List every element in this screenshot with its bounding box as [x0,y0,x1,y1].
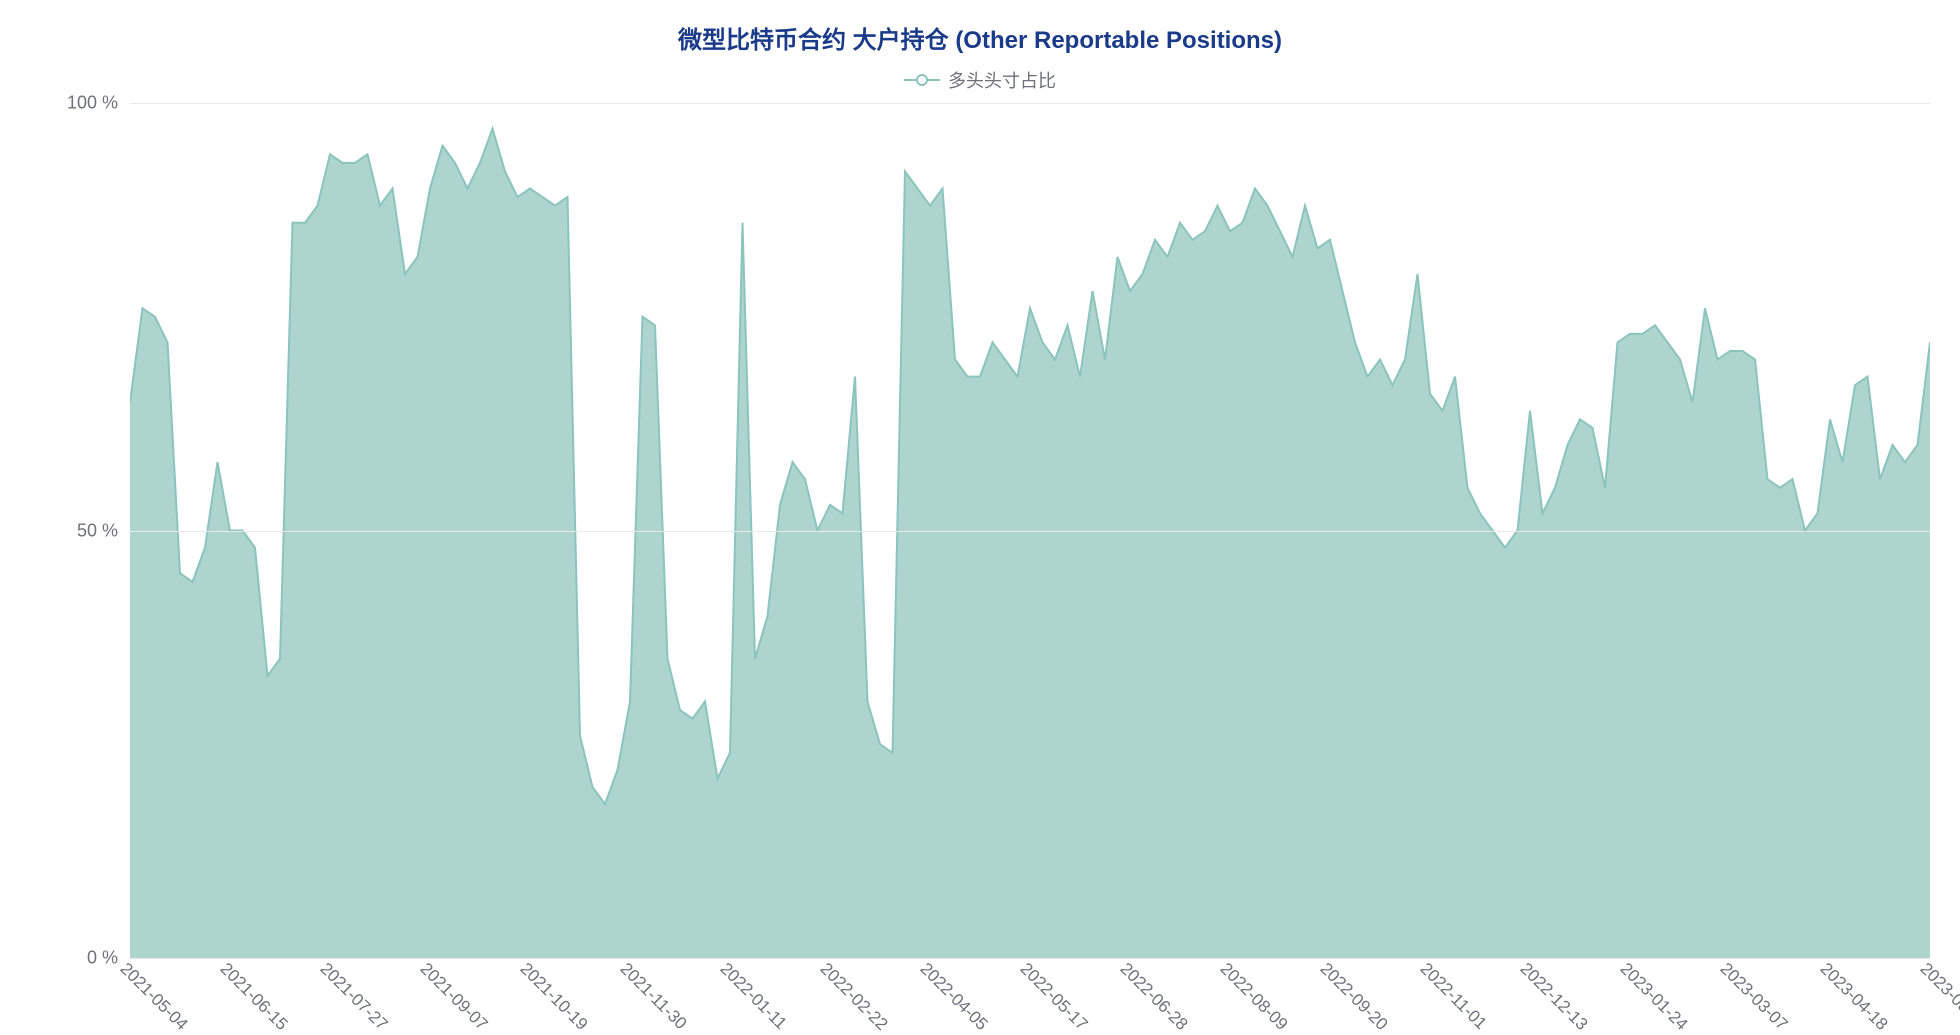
legend-circle-icon [916,74,928,86]
x-tick-label: 2022-12-13 [1516,959,1592,1035]
grid-line [130,531,1930,532]
x-tick-label: 2022-06-28 [1116,959,1192,1035]
legend[interactable]: 多头头寸占比 [30,67,1930,93]
x-tick-label: 2021-05-04 [116,959,192,1035]
grid-line [130,103,1930,104]
chart-title: 微型比特币合约 大户持仓 (Other Reportable Positions… [30,20,1930,55]
x-tick-label: 2022-09-20 [1316,959,1392,1035]
x-tick-label: 2021-11-30 [616,959,691,1034]
x-tick-label: 2023-04-18 [1816,959,1892,1035]
x-tick-label: 2023-03-07 [1716,959,1792,1035]
y-tick-label: 100 % [67,93,118,114]
x-axis: 2021-05-04 2021-06-15 2021-07-27 2021-09-07… [30,955,1930,1035]
x-tick-label: 2022-08-09 [1216,959,1292,1035]
x-tick-label: 2022-04-05 [916,959,992,1035]
legend-label: 多头头寸占比 [948,67,1056,93]
x-tick-label: 2023-01-24 [1616,959,1692,1035]
x-tick-label: 2021-10-19 [516,959,592,1035]
x-tick-label: 2021-09-07 [416,959,492,1035]
area-fill [130,129,1930,958]
x-tick-label: 2022-01-11 [716,959,791,1034]
y-axis: 0 %50 %100 % [30,103,130,958]
chart-container: 微型比特币合约 大户持仓 (Other Reportable Positions… [0,0,1960,1035]
x-tick-label: 2021-06-15 [216,959,292,1035]
x-tick-label: 2022-02-22 [816,959,892,1035]
plot-area: 0 %50 %100 % [30,103,1930,958]
x-tick-label: 2022-05-17 [1016,959,1092,1035]
y-tick-label: 50 % [77,520,118,541]
x-tick-label: 2022-11-01 [1416,959,1491,1034]
x-tick-label: 2023-05-30 [1916,959,1960,1035]
legend-marker-icon [904,73,940,87]
x-tick-label: 2021-07-27 [316,959,392,1035]
